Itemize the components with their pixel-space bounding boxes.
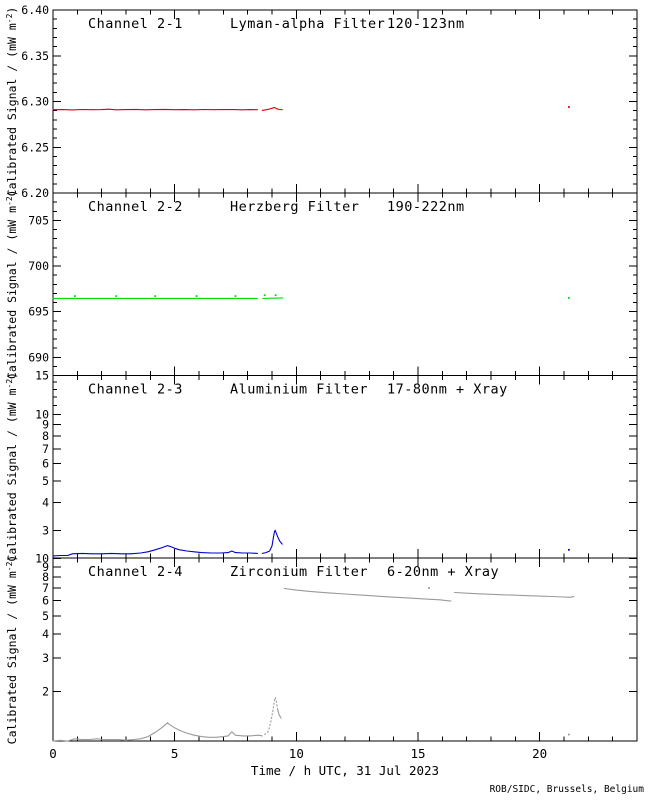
series-flare-spike-dotted bbox=[264, 696, 279, 736]
y-tick-label: 6.35 bbox=[21, 49, 49, 63]
data-dot bbox=[428, 587, 430, 589]
y-tick-label: 15 bbox=[35, 369, 49, 383]
y-tick-label: 6.25 bbox=[21, 140, 49, 154]
panel-title-filter: Aluminium Filter bbox=[230, 382, 368, 398]
data-dot bbox=[263, 294, 266, 297]
x-tick-label: 10 bbox=[289, 746, 304, 761]
y-tick-label: 9 bbox=[42, 560, 49, 574]
y-tick-label: 705 bbox=[28, 213, 49, 227]
series-upper-segment-2 bbox=[453, 591, 575, 598]
panel-title-filter: Lyman-alpha Filter bbox=[230, 16, 385, 32]
series-post-gap bbox=[261, 106, 283, 111]
panel-title-wavelength: 6-20nm + Xray bbox=[387, 564, 499, 580]
y-tick-label: 700 bbox=[28, 259, 49, 273]
panel-title-wavelength: 190-222nm bbox=[387, 199, 465, 215]
y-axis-title: Calibrated Signal / (mW m-2) bbox=[5, 189, 19, 379]
y-tick-label: 695 bbox=[28, 305, 49, 319]
series-pre-gap bbox=[52, 108, 258, 111]
y-tick-label: 5 bbox=[42, 609, 49, 623]
credit-text: ROB/SIDC, Brussels, Belgium bbox=[490, 784, 645, 795]
x-tick-label: 5 bbox=[171, 746, 179, 761]
panel-channel-2-2: 690 695 700 705 Channel 2-2 Herzberg Filter 19… bbox=[5, 189, 638, 379]
data-dot bbox=[567, 297, 570, 299]
y-tick-label: 9 bbox=[42, 418, 49, 432]
panel-title-channel: Channel 2-4 bbox=[88, 564, 183, 580]
panel-title-channel: Channel 2-1 bbox=[88, 16, 183, 32]
data-dot bbox=[115, 295, 118, 298]
y-tick-label: 8 bbox=[42, 429, 49, 443]
y-tick-label: 6 bbox=[42, 594, 49, 608]
y-axis-title: Calibrated Signal / (mW m-2) bbox=[5, 555, 19, 745]
data-dot bbox=[567, 733, 570, 736]
x-axis-title: Time / h UTC, 31 Jul 2023 bbox=[251, 763, 439, 778]
bottom-axis-group: Time / h UTC, 31 Jul 2023 ROB/SIDC, Brus… bbox=[251, 763, 644, 795]
y-tick-label: 3 bbox=[42, 523, 49, 537]
y-tick-label: 8 bbox=[42, 570, 49, 584]
y-axis-title: Calibrated Signal / (mW m-2) bbox=[5, 7, 19, 197]
y-tick-label: 6.20 bbox=[21, 186, 49, 200]
data-dot bbox=[154, 295, 157, 298]
panel-title-channel: Channel 2-2 bbox=[88, 199, 183, 215]
series-pre-gap bbox=[52, 545, 258, 557]
y-tick-label: 3 bbox=[42, 651, 49, 665]
y-tick-label: 6.40 bbox=[21, 3, 49, 17]
y-tick-label: 690 bbox=[28, 350, 49, 364]
panel-channel-2-1: 6.20 6.25 6.30 6.35 6.40 Channel 2-1 Lyman-alp… bbox=[5, 3, 638, 200]
y-tick-label: 4 bbox=[42, 627, 49, 641]
y-tick-label: 10 bbox=[35, 408, 49, 422]
series-lower-pre-gap bbox=[52, 722, 263, 742]
y-tick-label: 5 bbox=[42, 474, 49, 488]
x-tick-label: 20 bbox=[532, 746, 547, 761]
data-dot bbox=[234, 295, 237, 298]
y-axis-title: Calibrated Signal / (mW m-2) bbox=[5, 372, 19, 562]
panel-title-filter: Zirconium Filter bbox=[230, 564, 368, 580]
data-dot bbox=[74, 295, 76, 298]
series-flare-spike bbox=[261, 529, 283, 554]
data-dot bbox=[274, 294, 277, 297]
data-dot bbox=[567, 106, 570, 108]
series-post-gap bbox=[262, 297, 284, 299]
y-tick-label: 7 bbox=[42, 442, 49, 456]
y-tick-label: 2 bbox=[42, 685, 49, 699]
panel-title-wavelength: 17-80nm + Xray bbox=[387, 382, 508, 398]
panel-title-wavelength: 120-123nm bbox=[387, 16, 465, 32]
panel-title-channel: Channel 2-3 bbox=[88, 382, 183, 398]
y-tick-label: 10 bbox=[35, 551, 49, 565]
y-tick-label: 7 bbox=[42, 581, 49, 595]
panel-title-filter: Herzberg Filter bbox=[230, 199, 359, 215]
x-tick-label: 0 bbox=[49, 746, 57, 761]
x-tick-label: 15 bbox=[410, 746, 425, 761]
data-dot bbox=[567, 548, 570, 551]
y-tick-label: 6.30 bbox=[21, 95, 49, 109]
y-tick-label: 6 bbox=[42, 457, 49, 471]
series-flare-spike-tail bbox=[277, 709, 282, 719]
data-dot bbox=[195, 295, 198, 298]
series-upper-segment-1 bbox=[283, 587, 452, 602]
panels-group: 6.20 6.25 6.30 6.35 6.40 Channel 2-1 Lyman-alp… bbox=[5, 3, 638, 761]
y-tick-label: 4 bbox=[42, 496, 49, 510]
